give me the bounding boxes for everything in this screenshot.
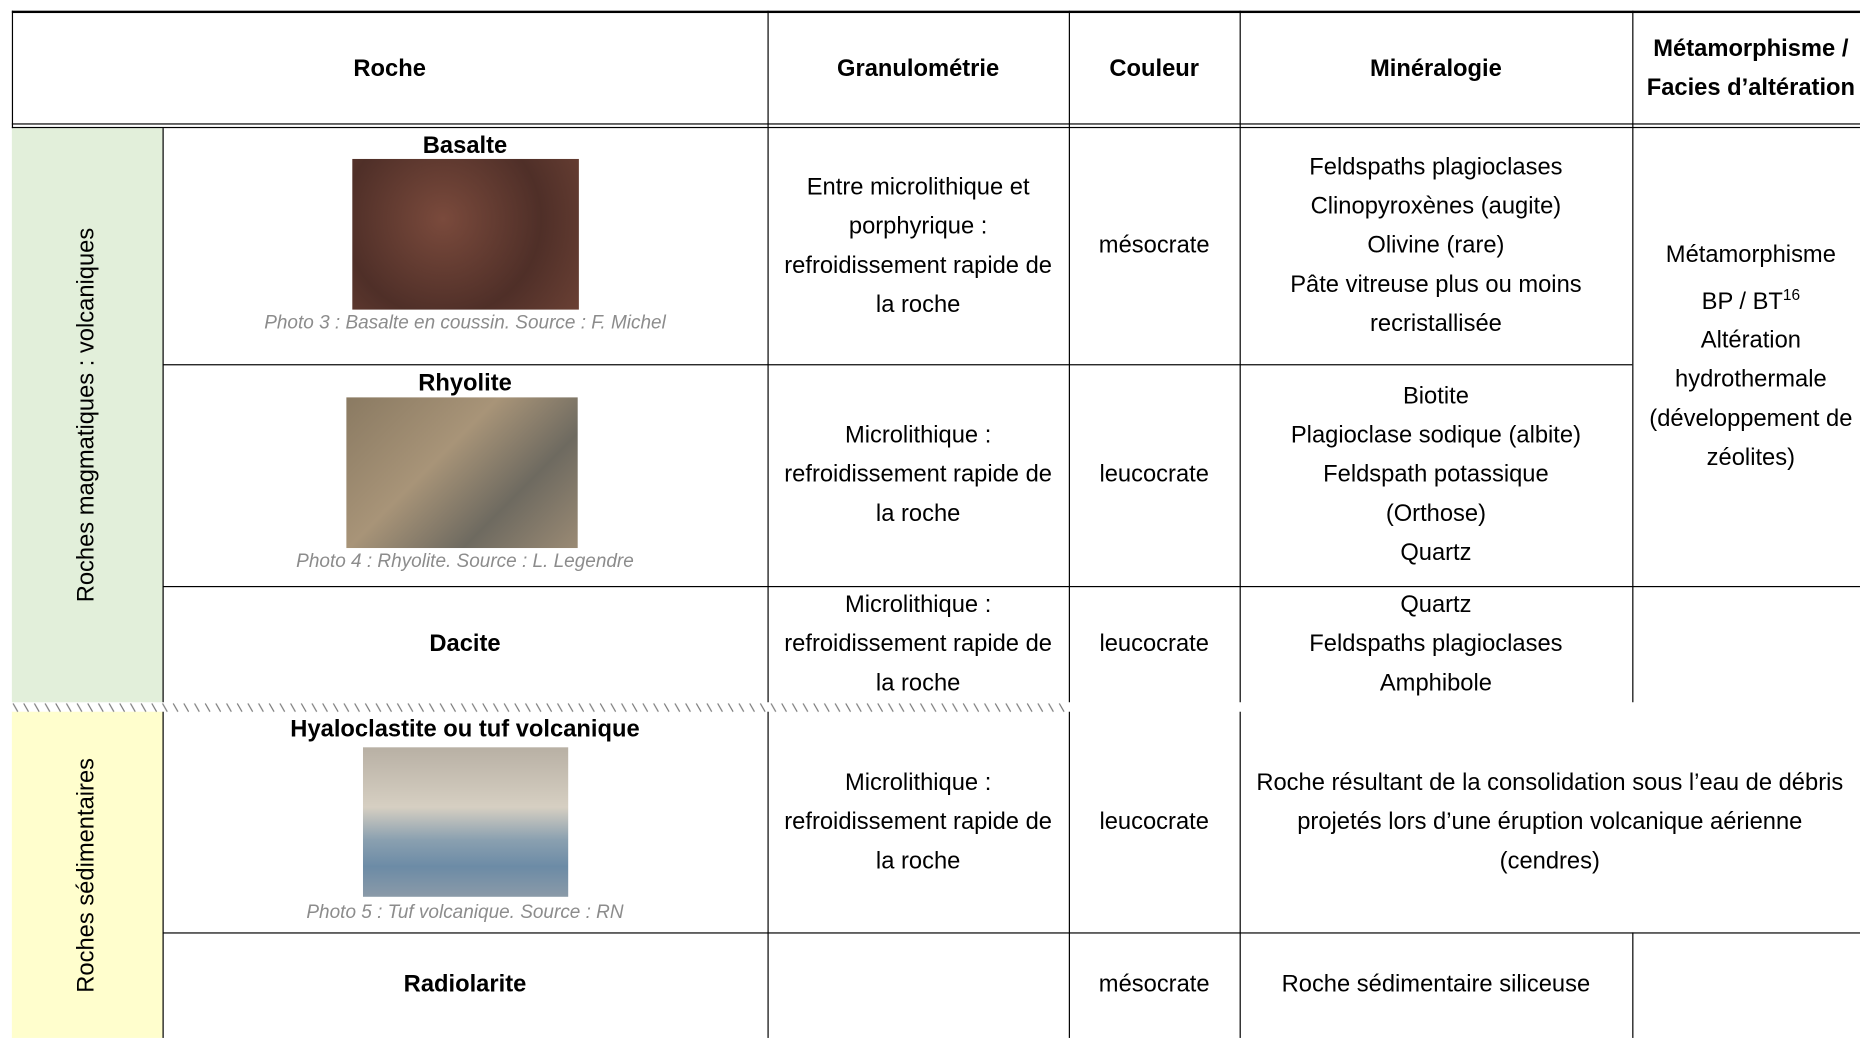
- cell: Microlithique : refroidissement rapide d…: [784, 422, 1052, 527]
- mineral: Quartz: [1400, 539, 1472, 566]
- border: [1632, 932, 1634, 1038]
- mineral: Amphibole: [1379, 670, 1492, 697]
- cell: leucocrate: [1099, 461, 1209, 488]
- border: [1239, 10, 1241, 703]
- group-cell: Roches magmatiques : volcaniques: [11, 128, 163, 703]
- meta-line: Altération hydrothermale (développement …: [1649, 327, 1853, 472]
- border: [1068, 711, 1070, 1038]
- cell: mésocrate: [1098, 971, 1210, 998]
- cell: leucocrate: [1099, 808, 1209, 835]
- cell: mésocrate: [1098, 232, 1210, 259]
- border: [767, 711, 769, 1038]
- header-cell: Couleur: [1109, 55, 1200, 82]
- border: [1068, 10, 1070, 703]
- mineral: Biotite: [1402, 383, 1469, 410]
- mineral: Quartz: [1400, 591, 1472, 619]
- border: [767, 10, 769, 703]
- rock-name: Dacite: [429, 630, 501, 657]
- rock-cell: Hyaloclastite ou tuf volcanique Photo 5 …: [163, 712, 768, 933]
- rock-name: Radiolarite: [403, 971, 527, 998]
- cell: Microlithique : refroidissement rapide d…: [784, 769, 1052, 874]
- cell: leucocrate: [1099, 630, 1209, 657]
- meta-text: BP / BT: [1701, 288, 1783, 315]
- mineral: Plagioclase sodique (albite): [1290, 422, 1581, 449]
- mineral: Olivine (rare): [1367, 232, 1505, 259]
- border: [1632, 10, 1634, 703]
- border: [1239, 711, 1241, 1038]
- header-cell: Roche: [353, 55, 426, 82]
- border: [11, 123, 1860, 125]
- border: [162, 932, 1860, 934]
- header-cell: Granulométrie: [837, 55, 1000, 82]
- cell: Roche sédimentaire siliceuse: [1281, 971, 1591, 998]
- border: [11, 10, 14, 129]
- border: [11, 126, 1860, 129]
- meta-line: BP / BT16: [1702, 275, 1800, 322]
- rock-cell: Rhyolite Photo 4 : Rhyolite. Source : L.…: [163, 369, 768, 586]
- mineral: Feldspaths plagioclases: [1309, 154, 1563, 181]
- photo: [345, 397, 578, 549]
- group-label: Roches magmatiques : volcaniques: [73, 227, 100, 603]
- border: [162, 128, 164, 703]
- group-label: Roches sédimentaires: [73, 757, 100, 993]
- border: [162, 585, 1860, 588]
- cell: Quartz Feldspaths plagioclases Amphibole: [1240, 586, 1633, 702]
- photo-caption: Photo 5 : Tuf volcanique. Source : RN: [306, 902, 624, 923]
- mineral: Pâte vitreuse plus ou moins recristallis…: [1290, 271, 1582, 337]
- rock-name: Basalte: [422, 132, 508, 159]
- photo-caption: Photo 4 : Rhyolite. Source : L. Legendre: [296, 551, 634, 572]
- mineral: Feldspaths plagioclases: [1309, 631, 1563, 658]
- photo: [362, 747, 568, 897]
- mineral: Feldspath potassique (Orthose): [1323, 461, 1549, 527]
- border: [11, 10, 1860, 14]
- cell: Entre microlithique et porphyrique : ref…: [784, 173, 1052, 318]
- header-cell: Métamorphisme / Facies d’altération: [1646, 35, 1856, 101]
- border: [162, 711, 164, 1038]
- rock-cell: Basalte Photo 3 : Basalte en coussin. So…: [163, 133, 768, 364]
- mineral: Clinopyroxènes (augite): [1310, 193, 1562, 220]
- cell: Roche résultant de la consolidation sous…: [1256, 769, 1844, 874]
- footnote: 16: [1782, 285, 1801, 304]
- photo-caption: Photo 3 : Basalte en coussin. Source : F…: [264, 313, 666, 334]
- photo: [351, 158, 579, 310]
- cell: Biotite Plagioclase sodique (albite) Fel…: [1240, 364, 1633, 586]
- rock-name: Rhyolite: [418, 370, 512, 397]
- header-cell: Minéralogie: [1369, 55, 1502, 82]
- group-cell: Roches sédimentaires: [11, 711, 163, 1038]
- cell: Microlithique : refroidissement rapide d…: [784, 591, 1052, 697]
- page-break: [11, 699, 1068, 715]
- meta-line: Métamorphisme: [1665, 241, 1836, 268]
- cell: Métamorphisme BP / BT16 Altération hydro…: [1632, 128, 1860, 586]
- border: [162, 364, 1633, 366]
- rock-name: Hyaloclastite ou tuf volcanique: [290, 716, 640, 743]
- cell: Feldspaths plagioclases Clinopyroxènes (…: [1240, 128, 1633, 364]
